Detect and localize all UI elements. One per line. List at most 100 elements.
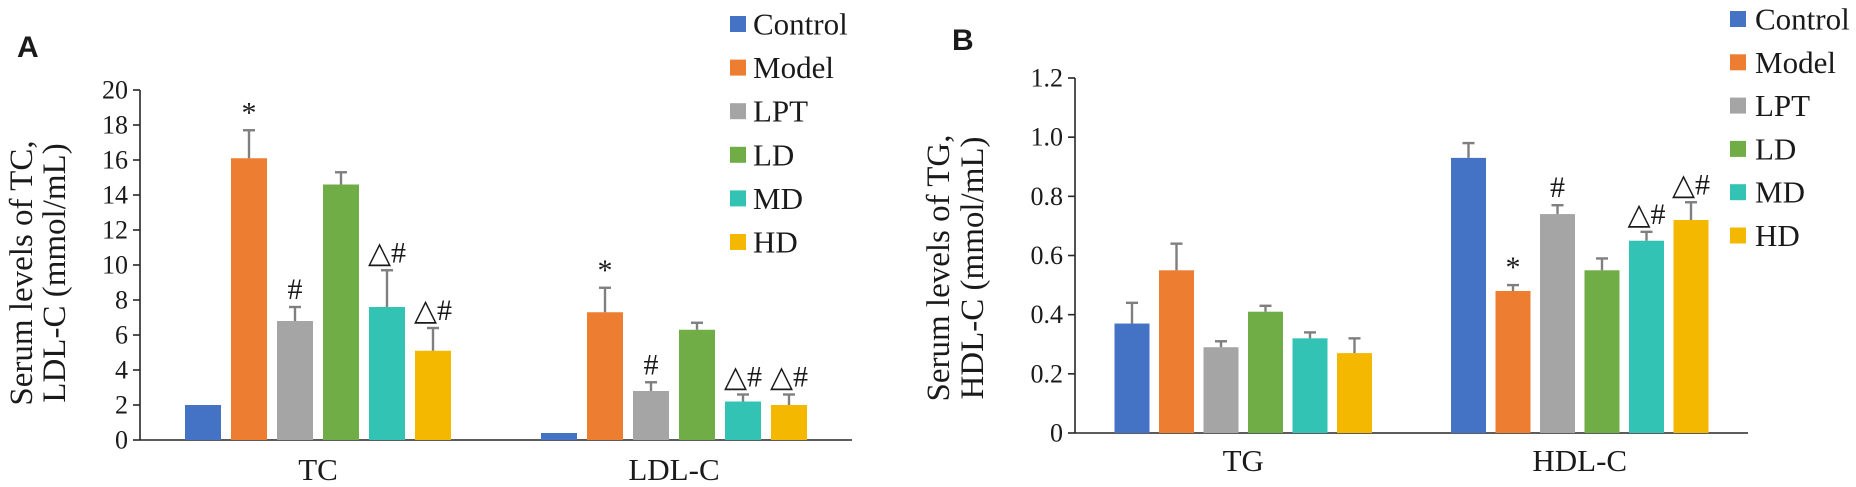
legend-swatch — [1730, 227, 1746, 244]
bar-hd — [1337, 353, 1372, 433]
legend-label: MD — [753, 181, 803, 216]
significance-mark: △# — [770, 361, 808, 394]
y-tick-label: 4 — [115, 356, 128, 385]
legend-label: Control — [1755, 2, 1850, 37]
legend-swatch — [730, 59, 746, 76]
bar-group-hdl-c: * # △#△# — [1451, 141, 1710, 433]
bar-ld — [679, 329, 715, 440]
legend-swatch — [730, 103, 746, 120]
y-tick-label: 0 — [1050, 419, 1063, 448]
bar-lpt — [277, 321, 313, 440]
bar-control — [1114, 323, 1150, 433]
legend-swatch — [1730, 97, 1746, 114]
y-tick-label: 16 — [102, 146, 128, 175]
legend-swatch — [1730, 11, 1746, 27]
legend-item-control: Control — [730, 7, 848, 42]
significance-mark: △# — [724, 361, 762, 394]
bar-lpt — [633, 391, 669, 440]
legend-swatch — [1730, 184, 1746, 201]
y-tick-label: 0.4 — [1031, 300, 1064, 329]
legend: Control Model LPT LD MD HD — [730, 7, 848, 260]
legend-swatch — [730, 146, 746, 163]
bar-control — [185, 405, 221, 440]
significance-mark: * — [1506, 251, 1521, 284]
bar-md — [369, 307, 405, 440]
y-tick-label: 1.2 — [1031, 64, 1064, 93]
x-category-label: LDL-C — [628, 452, 719, 487]
legend-label: Model — [753, 50, 834, 85]
legend-label: LD — [753, 137, 794, 172]
x-category-label: TG — [1223, 443, 1264, 478]
y-axis-label: HDL-C (mmol/mL) — [955, 136, 991, 399]
y-tick-label: 6 — [115, 321, 128, 350]
bar-hd — [1673, 220, 1709, 433]
significance-mark: # — [1550, 171, 1565, 204]
legend-label: LD — [1755, 131, 1796, 166]
y-axis-label: Serum levels of TC, — [4, 140, 40, 405]
y-tick-label: 18 — [102, 111, 128, 140]
legend-label: LPT — [753, 94, 808, 129]
legend-swatch — [730, 16, 746, 32]
significance-mark: # — [644, 348, 659, 381]
legend-item-lpt: LPT — [1730, 88, 1810, 123]
y-axis-label: Serum levels of TG, — [921, 134, 957, 401]
y-tick-label: 0.8 — [1031, 182, 1064, 211]
bar-control — [541, 433, 577, 440]
bar-hd — [771, 405, 807, 440]
bar-md — [1292, 338, 1328, 433]
legend-item-model: Model — [730, 50, 834, 85]
bar-group-tc: * # △#△# — [185, 96, 452, 440]
significance-mark: * — [242, 96, 257, 129]
legend: Control Model LPT LD MD HD — [1730, 2, 1850, 253]
bar-model — [1495, 291, 1531, 433]
significance-mark: * — [598, 254, 613, 287]
legend-item-ld: LD — [1730, 131, 1796, 166]
y-tick-label: 0.6 — [1031, 241, 1064, 270]
y-tick-label: 8 — [115, 286, 128, 315]
legend-label: MD — [1755, 175, 1805, 210]
bar-lpt — [1540, 214, 1575, 433]
legend-item-lpt: LPT — [730, 94, 808, 129]
legend-swatch — [1730, 54, 1746, 71]
y-tick-label: 0 — [115, 426, 128, 455]
x-category-label: HDL-C — [1532, 443, 1627, 478]
bar-ld — [1584, 270, 1620, 433]
legend-swatch — [730, 234, 746, 250]
bar-ld — [323, 184, 359, 440]
panel-b: B Serum levels of TG,HDL-C (mmol/mL) 0 0.2 0… — [921, 2, 1850, 479]
y-tick-label: 2 — [115, 391, 128, 420]
panel-label: A — [17, 31, 39, 64]
bar-control — [1451, 157, 1486, 433]
bar-lpt — [1203, 347, 1239, 433]
legend-item-ld: LD — [730, 137, 794, 172]
y-tick-label: 0.2 — [1031, 359, 1064, 388]
legend-swatch — [1730, 140, 1746, 157]
x-category-label: TC — [298, 452, 338, 487]
bar-md — [1629, 240, 1664, 433]
bar-model — [1159, 270, 1194, 433]
y-tick-label: 12 — [102, 216, 128, 245]
bar-group-ldl-c: * # △# △# — [541, 254, 808, 440]
bar-model — [587, 312, 623, 440]
panel-label: B — [952, 24, 974, 57]
legend-item-control: Control — [1730, 2, 1850, 37]
bar-ld — [1248, 311, 1283, 433]
legend-item-md: MD — [730, 181, 803, 216]
legend-item-hd: HD — [730, 225, 798, 260]
legend-label: HD — [1755, 218, 1800, 253]
y-tick-label: 14 — [102, 181, 128, 210]
legend-label: Control — [753, 7, 848, 42]
legend-item-hd: HD — [1730, 218, 1800, 253]
y-tick-label: 1.0 — [1031, 123, 1064, 152]
bar-hd — [415, 350, 451, 440]
significance-mark: # — [288, 273, 303, 306]
significance-mark: △# — [368, 236, 406, 269]
bar-group-tg — [1114, 242, 1372, 433]
legend-swatch — [730, 190, 746, 207]
panel-a: A Serum levels of TC,LDL-C (mmol/mL) 0 2 4 6 8… — [4, 7, 852, 487]
bar-md — [725, 401, 761, 440]
significance-mark: △# — [414, 294, 452, 327]
bar-model — [231, 158, 267, 440]
